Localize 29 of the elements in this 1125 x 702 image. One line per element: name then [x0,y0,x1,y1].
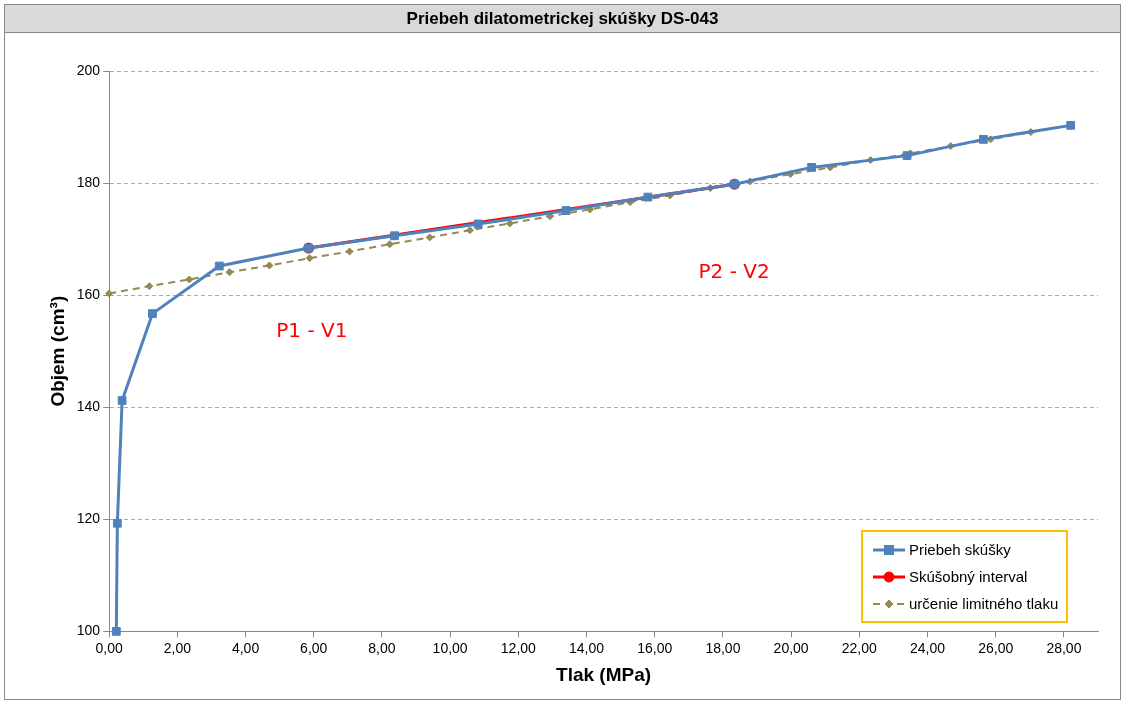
x-tick-label: 8,00 [368,639,396,656]
y-tick-label: 100 [76,622,101,639]
x-tick-label: 20,00 [773,639,809,656]
x-tick-label: 26,00 [978,639,1014,656]
x-tick-label: 18,00 [705,639,741,656]
x-tick-label: 24,00 [909,639,946,656]
y-tick-label: 120 [76,510,101,527]
x-tick-label: 10,00 [432,639,468,656]
x-tick-label: 22,00 [841,639,878,656]
legend-label: Skúšobný interval [909,568,1028,586]
y-tick-label: 200 [76,61,101,78]
y-tick-label: 180 [76,173,101,190]
annotation: P1 - V1 [276,317,348,342]
x-axis-title: Tlak (MPa) [556,663,652,685]
x-tick-label: 4,00 [231,639,260,656]
x-tick-label: 6,00 [300,639,328,656]
x-tick-label: 16,00 [637,639,673,656]
chart-title: Priebeh dilatometrickej skúšky DS-043 [5,5,1120,33]
legend-label: Priebeh skúšky [909,541,1011,559]
x-tick-label: 12,00 [500,639,537,656]
x-tick-label: 14,00 [569,639,605,656]
x-tick-label: 2,00 [163,639,192,656]
y-tick-label: 140 [76,398,101,415]
x-tick-label: 28,00 [1046,639,1082,656]
x-tick-label: 0,00 [95,639,123,656]
annotation: P2 - V2 [698,258,770,283]
legend-label: určenie limitného tlaku [909,595,1059,613]
y-tick-label: 160 [76,286,101,303]
y-axis-title: Objem (cm³) [46,295,68,407]
